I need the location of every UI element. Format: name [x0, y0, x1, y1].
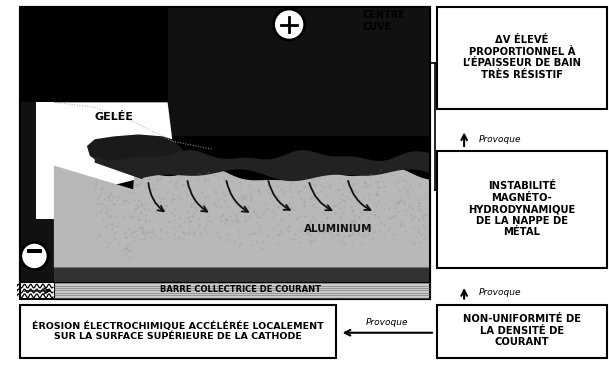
- Polygon shape: [94, 150, 430, 181]
- Bar: [280, 7, 308, 44]
- Bar: [37, 102, 54, 219]
- Bar: [20, 305, 336, 358]
- Text: Provoque: Provoque: [479, 135, 521, 144]
- Text: NON-UNIFORMITÉ DE
LA DENSITÉ DE
COURANT: NON-UNIFORMITÉ DE LA DENSITÉ DE COURANT: [463, 314, 581, 347]
- Bar: [20, 7, 430, 282]
- Bar: [20, 102, 54, 282]
- Polygon shape: [54, 102, 172, 190]
- Text: ÉROSION ÉLECTROCHIMIQUE ACCÉLÉRÉE LOCALEMENT
SUR LA SURFACE SUPÉRIEURE DE LA CAT: ÉROSION ÉLECTROCHIMIQUE ACCÉLÉRÉE LOCALE…: [32, 321, 324, 341]
- Bar: [27, 249, 42, 253]
- Polygon shape: [54, 166, 430, 268]
- Bar: [167, 7, 430, 137]
- Circle shape: [21, 243, 48, 269]
- Bar: [339, 7, 366, 44]
- Text: INSTABILITÉ
MAGNÉTO-
HYDRODYNAMIQUE
DE LA NAPPE DE
MÉTAL: INSTABILITÉ MAGNÉTO- HYDRODYNAMIQUE DE L…: [468, 181, 576, 237]
- Text: Provoque: Provoque: [479, 289, 521, 297]
- Text: ΔV ÉLEVÉ
PROPORTIONNEL À
L’ÉPAISSEUR DE BAIN
TRÈS RÉSISTIF: ΔV ÉLEVÉ PROPORTIONNEL À L’ÉPAISSEUR DE …: [463, 35, 581, 80]
- Polygon shape: [87, 134, 184, 172]
- Bar: [54, 268, 430, 282]
- Bar: [20, 7, 430, 299]
- Bar: [437, 7, 607, 109]
- Text: CENTRE
CUVE: CENTRE CUVE: [362, 10, 405, 32]
- Bar: [20, 7, 430, 282]
- Text: GELÉE: GELÉE: [94, 112, 134, 122]
- Bar: [54, 282, 430, 299]
- Circle shape: [273, 9, 304, 40]
- Bar: [222, 7, 249, 44]
- Bar: [437, 151, 607, 268]
- Bar: [437, 305, 607, 358]
- Text: ALUMINIUM: ALUMINIUM: [303, 224, 372, 234]
- Text: Provoque: Provoque: [366, 318, 409, 326]
- Bar: [54, 282, 430, 299]
- Text: BARRE COLLECTRICE DE COURANT: BARRE COLLECTRICE DE COURANT: [160, 286, 321, 294]
